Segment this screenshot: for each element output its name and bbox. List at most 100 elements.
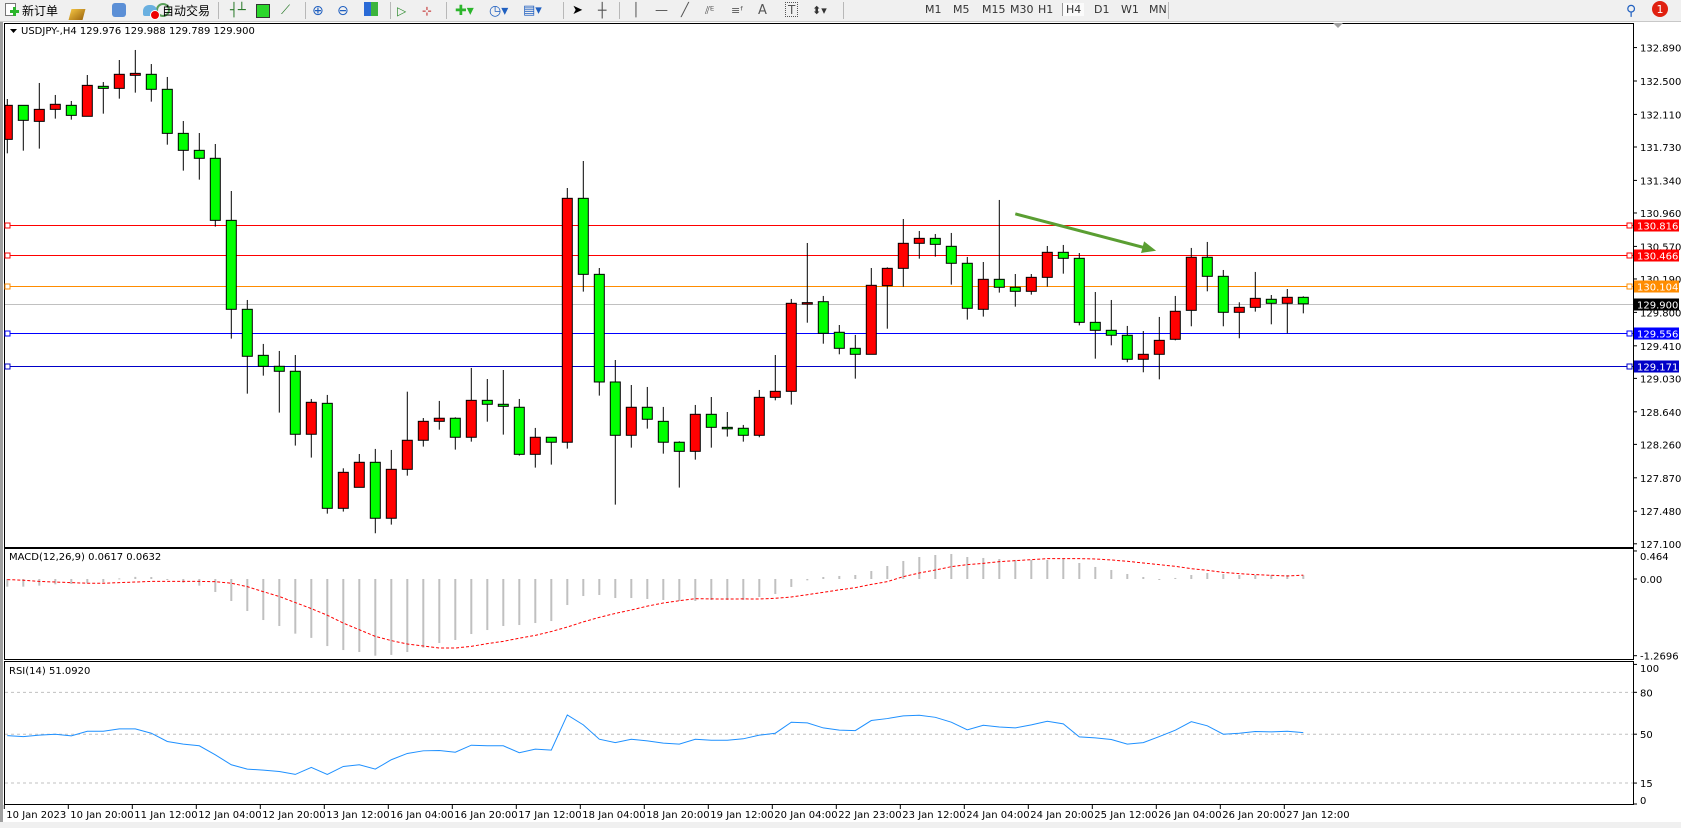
bullish-candle-body xyxy=(1041,251,1053,278)
search-icon[interactable]: ⚲ xyxy=(1626,2,1637,19)
price-tick-label: 132.890 xyxy=(1640,44,1681,55)
line-chart-icon[interactable]: ⟋ xyxy=(281,3,291,18)
timeframe-m15[interactable]: M15 xyxy=(982,3,1006,16)
text-icon[interactable]: A xyxy=(758,3,767,18)
cursor-icon[interactable]: ➤ xyxy=(572,3,583,18)
candle xyxy=(929,233,941,257)
history-icon[interactable] xyxy=(68,9,86,20)
zoom-in-icon[interactable]: ⊕ xyxy=(312,2,324,19)
bullish-candle-body xyxy=(129,72,141,76)
macd-histogram-bar xyxy=(86,578,89,584)
tile-windows-icon[interactable] xyxy=(364,2,378,16)
templates-icon[interactable]: ▤▾ xyxy=(523,3,542,18)
candle xyxy=(1057,244,1069,274)
level-handle-left[interactable] xyxy=(4,363,11,370)
trend-arrow-head-icon[interactable] xyxy=(1141,241,1157,253)
market-watch-icon[interactable] xyxy=(112,3,127,17)
level-handle-right[interactable] xyxy=(1626,222,1633,229)
bearish-candle-body xyxy=(1217,275,1229,313)
price-tag: 129.556 xyxy=(1637,330,1678,341)
crosshair-icon[interactable]: ┼ xyxy=(598,2,607,19)
price-tick-label: 131.340 xyxy=(1640,176,1681,187)
rsi-label: RSI(14) 51.0920 xyxy=(9,666,90,677)
autoscroll-icon[interactable]: ▷ xyxy=(397,3,407,18)
bearish-candle-body xyxy=(273,365,285,372)
fibonacci-icon[interactable]: ≡ᶠ xyxy=(731,4,744,17)
macd-histogram-bar xyxy=(870,571,873,579)
bearish-candle-body xyxy=(321,402,333,509)
candle xyxy=(81,74,93,117)
macd-histogram-bar xyxy=(1174,577,1177,579)
level-handle-right[interactable] xyxy=(1626,363,1633,370)
macd-histogram-bar xyxy=(374,578,377,656)
level-handle-right[interactable] xyxy=(1626,283,1633,290)
macd-histogram-bar xyxy=(230,578,233,601)
time-tick-label: 11 Jan 12:00 xyxy=(134,810,197,821)
macd-histogram-bar xyxy=(1206,573,1209,579)
level-handle-left[interactable] xyxy=(4,330,11,337)
rsi-panel[interactable]: 100 80 50 15 0 RSI(14) 51.0920 xyxy=(4,661,1660,808)
price-tick-label: 130.570 xyxy=(1640,242,1681,253)
timeframe-mn[interactable]: MN xyxy=(1149,3,1167,16)
timeframe-m1[interactable]: M1 xyxy=(925,3,942,16)
macd-histogram-bar xyxy=(134,576,137,579)
timeframe-w1[interactable]: W1 xyxy=(1121,3,1139,16)
timeframe-m30[interactable]: M30 xyxy=(1010,3,1034,16)
level-handle-left[interactable] xyxy=(4,252,11,259)
bearish-candle-body xyxy=(737,427,749,436)
bearish-candle-body xyxy=(1201,256,1213,277)
timeframe-h4[interactable]: H4 xyxy=(1062,3,1085,16)
candle xyxy=(417,417,429,447)
bullish-candle-body xyxy=(305,401,317,435)
bar-chart-icon[interactable]: ┤┴ xyxy=(230,3,246,18)
level-handle-left[interactable] xyxy=(4,283,11,290)
candlestick-icon[interactable] xyxy=(256,4,270,18)
macd-histogram-bar xyxy=(838,575,841,579)
candle xyxy=(577,160,589,292)
price-tick-label: 129.030 xyxy=(1640,374,1681,385)
price-tick-label: 127.100 xyxy=(1640,540,1681,551)
periods-clock-icon[interactable]: ◷▾ xyxy=(489,2,509,19)
zoom-out-icon[interactable]: ⊖ xyxy=(337,2,349,19)
time-tick-label: 16 Jan 20:00 xyxy=(454,810,517,821)
trendline-icon[interactable]: ╱ xyxy=(681,3,689,18)
chart-shift-icon[interactable]: ⊹ xyxy=(422,3,433,18)
new-order-button[interactable]: 新订单 xyxy=(4,2,58,19)
price-panel[interactable]: 132.890 132.500 132.110 131.730 131.340 130.9… xyxy=(4,23,1681,551)
auto-trading-button[interactable]: 自动交易 xyxy=(143,2,210,20)
price-tag: 129.171 xyxy=(1637,363,1678,374)
macd-histogram-bar xyxy=(582,578,585,597)
macd-histogram-bar xyxy=(550,578,553,622)
macd-histogram-bar xyxy=(470,578,473,635)
chart-shift-marker-icon[interactable] xyxy=(1333,23,1343,28)
toolbar-separator xyxy=(563,2,564,19)
trend-arrow-shaft[interactable] xyxy=(1014,212,1151,251)
panel-collapse-icon[interactable] xyxy=(10,29,17,33)
new-indicator-icon[interactable]: ✚▾ xyxy=(455,2,474,19)
candle xyxy=(4,98,13,154)
level-handle-left[interactable] xyxy=(4,222,11,229)
candle xyxy=(737,424,749,442)
time-tick-label: 24 Jan 04:00 xyxy=(966,810,1029,821)
text-label-icon[interactable]: T xyxy=(785,2,799,17)
macd-histogram-bar xyxy=(22,578,25,587)
notifications-icon[interactable]: 1 xyxy=(1652,1,1668,17)
price-tag-background xyxy=(1634,280,1679,293)
macd-histogram-bar xyxy=(806,578,809,581)
equidistant-channel-icon[interactable]: ⫽ᴱ xyxy=(705,3,715,17)
vertical-line-icon[interactable]: │ xyxy=(632,3,640,18)
macd-panel[interactable]: 0.464 0.00 -1.2696 MACD(12,26,9) 0.0617 0.… xyxy=(4,548,1679,663)
bearish-candle-body xyxy=(1297,296,1309,305)
level-handle-right[interactable] xyxy=(1626,252,1633,259)
bullish-candle-body xyxy=(625,406,637,436)
level-handle-right[interactable] xyxy=(1626,330,1633,337)
timeframe-d1[interactable]: D1 xyxy=(1094,3,1110,16)
timeframe-h1[interactable]: H1 xyxy=(1038,3,1054,16)
time-tick-label: 12 Jan 04:00 xyxy=(198,810,261,821)
timeframe-m5[interactable]: M5 xyxy=(953,3,970,16)
candle xyxy=(369,448,381,534)
arrows-icon[interactable]: ⬍▾ xyxy=(812,4,827,17)
horizontal-line-icon[interactable]: — xyxy=(655,3,668,18)
macd-histogram-bar xyxy=(38,578,41,586)
